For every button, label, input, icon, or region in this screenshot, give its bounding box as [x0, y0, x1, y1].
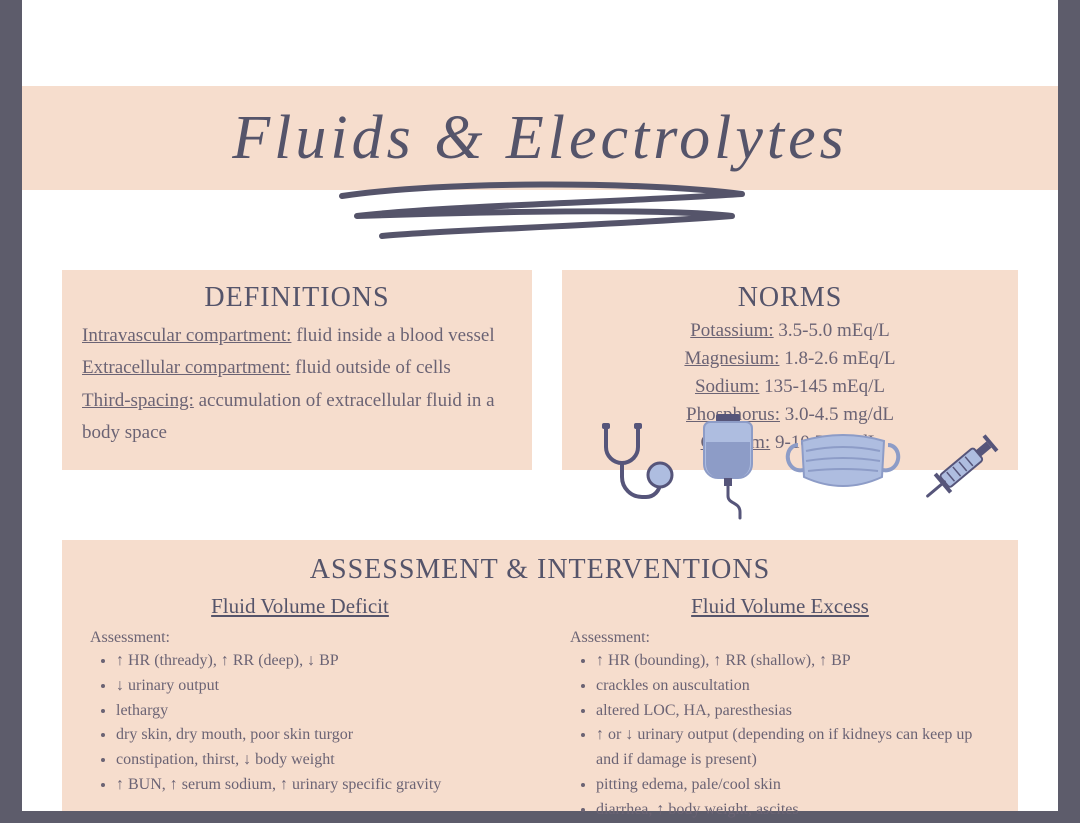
medical-icons-row — [578, 410, 1018, 520]
page: Fluids & Electrolytes DEFINITIONS Intrav… — [22, 0, 1058, 811]
list-item: crackles on auscultation — [596, 674, 990, 699]
definition-term: Intravascular compartment: — [82, 325, 291, 346]
title-underline-scribble — [322, 176, 762, 246]
norm-value: 1.8-2.6 mEq/L — [779, 348, 895, 369]
norm-item: Sodium: 135-145 mEq/L — [695, 376, 885, 398]
definition-item: Extracellular compartment: fluid outside… — [82, 352, 512, 384]
list-item: ↓ urinary output — [116, 674, 510, 699]
excess-list: ↑ HR (bounding), ↑ RR (shallow), ↑ BP cr… — [570, 649, 990, 823]
face-mask-icon — [778, 415, 908, 515]
list-item: lethargy — [116, 699, 510, 724]
list-item: ↑ HR (bounding), ↑ RR (shallow), ↑ BP — [596, 649, 990, 674]
definition-text: fluid outside of cells — [290, 357, 450, 378]
norm-value: 3.5-5.0 mEq/L — [774, 320, 890, 341]
definitions-heading: DEFINITIONS — [82, 282, 512, 314]
assessment-card: ASSESSMENT & INTERVENTIONS Fluid Volume … — [62, 540, 1018, 811]
norm-item: Magnesium: 1.8-2.6 mEq/L — [684, 348, 895, 370]
deficit-subhead: Assessment: — [90, 629, 510, 647]
iv-bag-icon — [678, 410, 778, 520]
list-item: dry skin, dry mouth, poor skin turgor — [116, 723, 510, 748]
definition-term: Extracellular compartment: — [82, 357, 290, 378]
definitions-card: DEFINITIONS Intravascular compartment: f… — [62, 270, 532, 470]
assessment-heading: ASSESSMENT & INTERVENTIONS — [90, 554, 990, 586]
list-item: ↑ or ↓ urinary output (depending on if k… — [596, 723, 990, 773]
excess-subhead: Assessment: — [570, 629, 990, 647]
list-item: altered LOC, HA, paresthesias — [596, 699, 990, 724]
list-item: constipation, thirst, ↓ body weight — [116, 748, 510, 773]
norm-label: Potassium: — [690, 320, 773, 341]
norm-value: 135-145 mEq/L — [759, 376, 885, 397]
syringe-icon — [908, 410, 1018, 520]
definition-item: Intravascular compartment: fluid inside … — [82, 320, 512, 352]
excess-column: Fluid Volume Excess Assessment: ↑ HR (bo… — [570, 594, 990, 823]
norm-label: Sodium: — [695, 376, 759, 397]
list-item: ↑ HR (thready), ↑ RR (deep), ↓ BP — [116, 649, 510, 674]
assessment-columns: Fluid Volume Deficit Assessment: ↑ HR (t… — [90, 594, 990, 823]
page-title: Fluids & Electrolytes — [232, 103, 847, 174]
deficit-title: Fluid Volume Deficit — [90, 594, 510, 619]
definition-term: Third-spacing: — [82, 390, 194, 411]
norm-label: Magnesium: — [684, 348, 779, 369]
stethoscope-icon — [578, 415, 678, 515]
norm-item: Potassium: 3.5-5.0 mEq/L — [690, 320, 890, 342]
deficit-column: Fluid Volume Deficit Assessment: ↑ HR (t… — [90, 594, 510, 823]
definition-item: Third-spacing: accumulation of extracell… — [82, 385, 512, 450]
title-band: Fluids & Electrolytes — [22, 86, 1058, 190]
list-item: diarrhea, ↑ body weight, ascites — [596, 798, 990, 823]
list-item: pitting edema, pale/cool skin — [596, 773, 990, 798]
norms-heading: NORMS — [582, 282, 998, 314]
deficit-list: ↑ HR (thready), ↑ RR (deep), ↓ BP ↓ urin… — [90, 649, 510, 798]
excess-title: Fluid Volume Excess — [570, 594, 990, 619]
definition-text: fluid inside a blood vessel — [291, 325, 494, 346]
list-item: ↑ BUN, ↑ serum sodium, ↑ urinary specifi… — [116, 773, 510, 798]
